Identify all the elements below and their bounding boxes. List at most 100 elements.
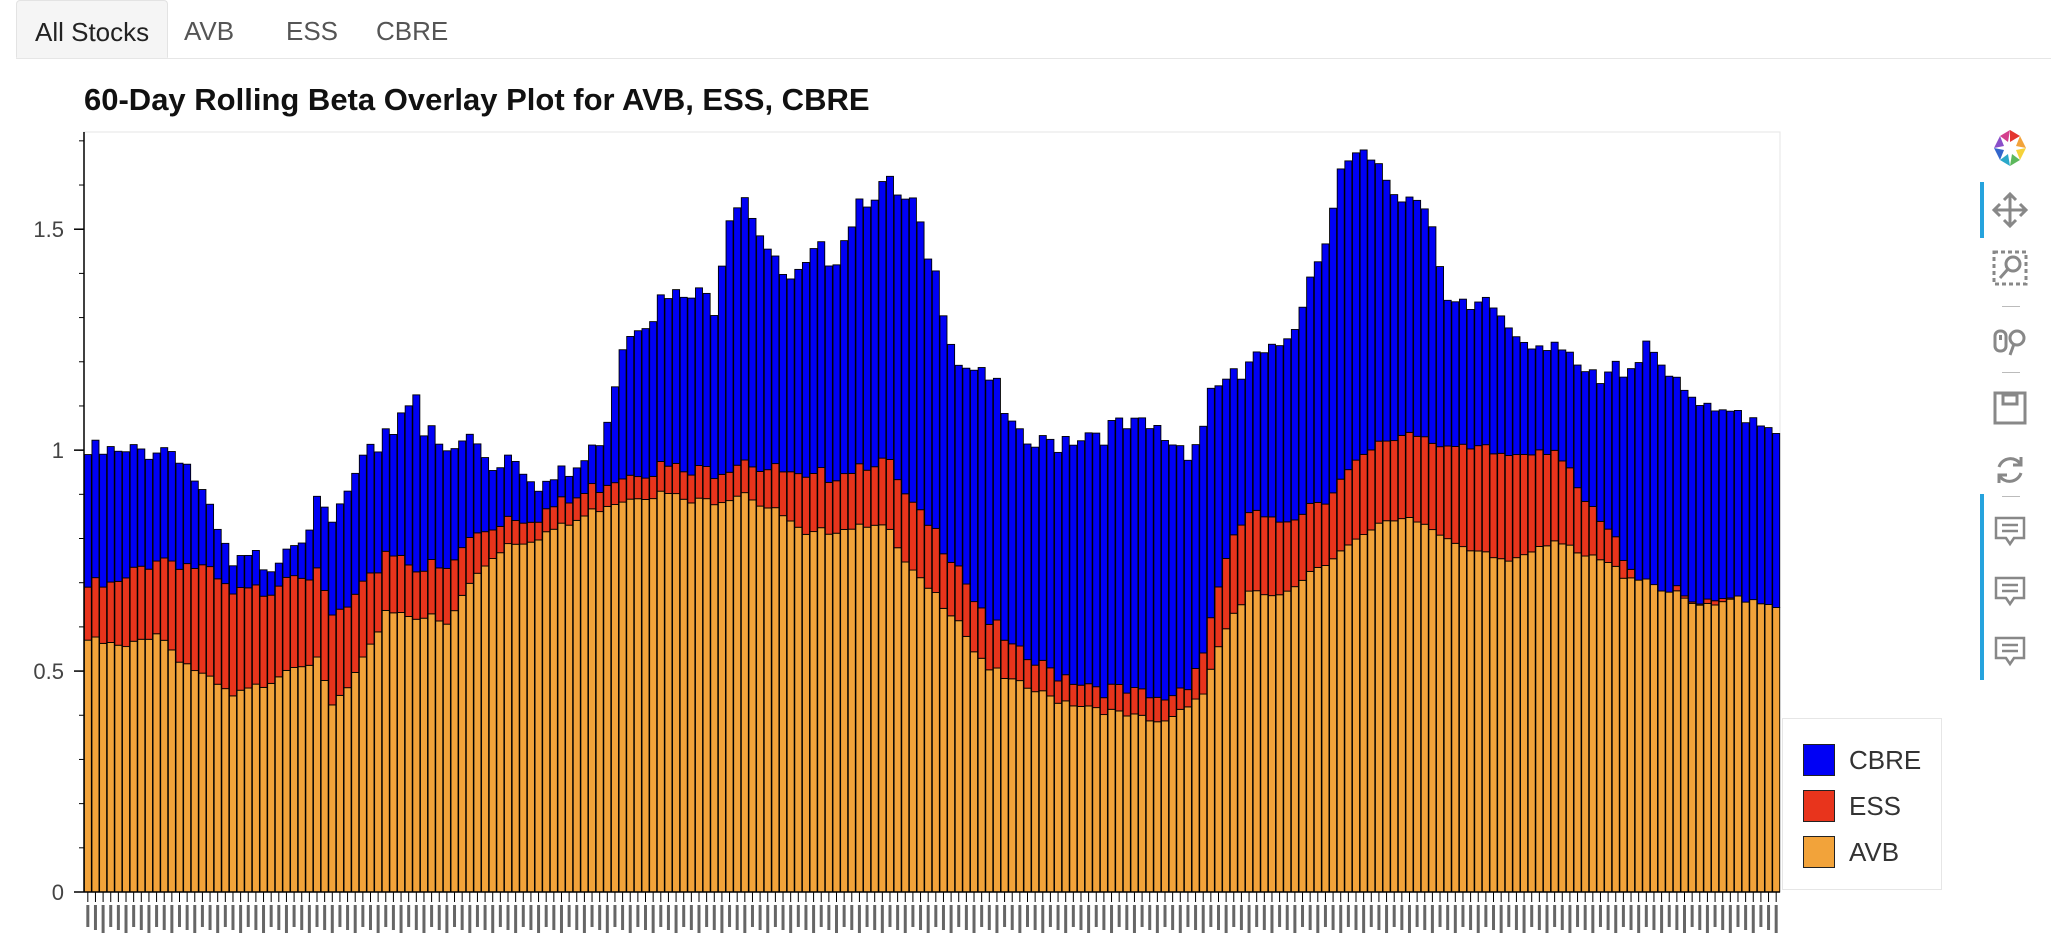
bar-ess[interactable] xyxy=(970,601,978,653)
bar-avb[interactable] xyxy=(351,671,360,893)
bar-cbre[interactable] xyxy=(1138,417,1147,690)
bar-avb[interactable] xyxy=(206,675,215,893)
bar-avb[interactable] xyxy=(763,507,772,893)
box-zoom-icon[interactable] xyxy=(1980,240,2040,296)
bar-avb[interactable] xyxy=(916,577,925,893)
bar-ess[interactable] xyxy=(351,593,360,673)
bar-ess[interactable] xyxy=(1237,524,1246,606)
bar-cbre[interactable] xyxy=(328,521,337,616)
bar-cbre[interactable] xyxy=(106,446,115,583)
bar-avb[interactable] xyxy=(1397,518,1406,893)
bar-avb[interactable] xyxy=(534,539,543,893)
bar-cbre[interactable] xyxy=(1397,201,1406,436)
bar-cbre[interactable] xyxy=(450,448,459,561)
bar-ess[interactable] xyxy=(1222,558,1231,630)
bar-ess[interactable] xyxy=(962,583,971,637)
bar-avb[interactable] xyxy=(610,504,619,893)
bar-ess[interactable] xyxy=(931,527,940,594)
bar-cbre[interactable] xyxy=(1672,376,1681,587)
bar-avb[interactable] xyxy=(1451,542,1460,893)
bar-avb[interactable] xyxy=(122,646,130,893)
bar-ess[interactable] xyxy=(1092,686,1101,709)
bar-cbre[interactable] xyxy=(221,542,230,585)
bar-avb[interactable] xyxy=(1023,687,1032,893)
bar-avb[interactable] xyxy=(786,520,795,893)
bar-avb[interactable] xyxy=(1512,557,1521,893)
bar-avb[interactable] xyxy=(970,651,978,893)
bar-avb[interactable] xyxy=(1077,706,1085,893)
bar-ess[interactable] xyxy=(1420,436,1429,525)
legend-item-cbre[interactable]: CBRE xyxy=(1803,743,1921,777)
bar-ess[interactable] xyxy=(985,623,994,671)
bar-ess[interactable] xyxy=(763,469,772,509)
bar-cbre[interactable] xyxy=(878,181,887,459)
bar-avb[interactable] xyxy=(1115,710,1124,893)
bar-avb[interactable] xyxy=(1260,594,1269,893)
bar-avb[interactable] xyxy=(1122,715,1131,893)
bar-ess[interactable] xyxy=(1672,585,1681,592)
bar-cbre[interactable] xyxy=(160,447,169,559)
bar-ess[interactable] xyxy=(1336,478,1345,552)
bar-cbre[interactable] xyxy=(1413,199,1422,437)
bar-cbre[interactable] xyxy=(1718,409,1727,599)
bar-avb[interactable] xyxy=(985,669,994,893)
bar-ess[interactable] xyxy=(175,568,184,663)
bar-avb[interactable] xyxy=(824,533,833,893)
bar-ess[interactable] xyxy=(794,473,803,528)
bar-cbre[interactable] xyxy=(779,274,787,473)
bar-ess[interactable] xyxy=(565,502,574,526)
bar-avb[interactable] xyxy=(1191,698,1200,893)
bar-avb[interactable] xyxy=(580,515,589,893)
bar-avb[interactable] xyxy=(717,502,726,893)
bar-avb[interactable] xyxy=(236,689,245,893)
bar-avb[interactable] xyxy=(1267,595,1276,893)
bar-cbre[interactable] xyxy=(924,258,933,526)
bar-avb[interactable] xyxy=(1176,708,1185,893)
bar-cbre[interactable] xyxy=(832,264,841,482)
bar-avb[interactable] xyxy=(1099,714,1108,893)
bar-ess[interactable] xyxy=(786,471,795,522)
bar-cbre[interactable] xyxy=(947,343,956,563)
bar-cbre[interactable] xyxy=(1527,348,1536,456)
legend-item-avb[interactable]: AVB xyxy=(1803,835,1899,869)
bar-avb[interactable] xyxy=(740,492,749,893)
bar-avb[interactable] xyxy=(420,617,428,893)
bar-avb[interactable] xyxy=(1665,591,1674,893)
bar-cbre[interactable] xyxy=(1756,425,1765,605)
bar-avb[interactable] xyxy=(1634,579,1643,893)
bar-avb[interactable] xyxy=(1458,546,1467,893)
bar-avb[interactable] xyxy=(1489,557,1498,893)
bar-avb[interactable] xyxy=(1329,558,1338,893)
bar-ess[interactable] xyxy=(442,567,451,625)
bar-avb[interactable] xyxy=(1290,586,1299,893)
bar-avb[interactable] xyxy=(733,495,742,893)
bar-cbre[interactable] xyxy=(1703,402,1712,600)
bar-avb[interactable] xyxy=(1764,604,1773,893)
bar-cbre[interactable] xyxy=(771,255,780,465)
bar-cbre[interactable] xyxy=(572,467,581,499)
bar-avb[interactable] xyxy=(519,543,528,893)
bar-ess[interactable] xyxy=(733,464,742,497)
bar-ess[interactable] xyxy=(427,559,436,615)
bar-ess[interactable] xyxy=(267,594,276,684)
bar-ess[interactable] xyxy=(511,520,520,545)
bar-cbre[interactable] xyxy=(1649,351,1658,586)
pan-icon[interactable] xyxy=(1980,182,2040,238)
bar-avb[interactable] xyxy=(1558,543,1567,893)
bar-avb[interactable] xyxy=(1726,598,1735,893)
bar-avb[interactable] xyxy=(183,663,192,893)
bar-ess[interactable] xyxy=(1245,512,1254,592)
bar-cbre[interactable] xyxy=(847,226,856,474)
bar-cbre[interactable] xyxy=(1374,163,1383,442)
bar-cbre[interactable] xyxy=(794,268,803,475)
bar-cbre[interactable] xyxy=(1344,160,1353,471)
bar-avb[interactable] xyxy=(542,531,551,893)
bar-ess[interactable] xyxy=(404,564,413,617)
bar-ess[interactable] xyxy=(290,575,299,668)
bar-ess[interactable] xyxy=(313,567,321,658)
bar-cbre[interactable] xyxy=(1069,444,1078,685)
bar-cbre[interactable] xyxy=(1038,435,1047,661)
bar-cbre[interactable] xyxy=(114,450,123,582)
bar-ess[interactable] xyxy=(1428,442,1437,531)
bar-avb[interactable] xyxy=(1031,691,1040,893)
